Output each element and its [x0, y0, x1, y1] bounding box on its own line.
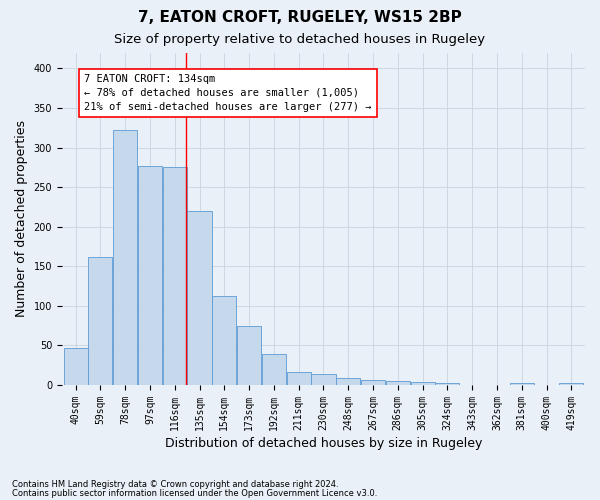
Bar [436, 382, 460, 385]
Bar [311, 374, 335, 385]
Bar [113, 130, 137, 385]
Text: 7, EATON CROFT, RUGELEY, WS15 2BP: 7, EATON CROFT, RUGELEY, WS15 2BP [138, 10, 462, 25]
Bar [187, 211, 212, 385]
Text: 7 EATON CROFT: 134sqm
← 78% of detached houses are smaller (1,005)
21% of semi-d: 7 EATON CROFT: 134sqm ← 78% of detached … [84, 74, 371, 112]
Bar [262, 354, 286, 385]
Text: Size of property relative to detached houses in Rugeley: Size of property relative to detached ho… [115, 32, 485, 46]
Bar [64, 348, 88, 385]
Text: Contains public sector information licensed under the Open Government Licence v3: Contains public sector information licen… [12, 488, 377, 498]
X-axis label: Distribution of detached houses by size in Rugeley: Distribution of detached houses by size … [165, 437, 482, 450]
Bar [138, 166, 162, 385]
Bar [361, 380, 385, 385]
Bar [386, 381, 410, 385]
Bar [509, 382, 534, 385]
Bar [237, 326, 261, 385]
Bar [336, 378, 361, 385]
Bar [163, 168, 187, 385]
Text: Contains HM Land Registry data © Crown copyright and database right 2024.: Contains HM Land Registry data © Crown c… [12, 480, 338, 489]
Bar [88, 257, 112, 385]
Bar [212, 296, 236, 385]
Y-axis label: Number of detached properties: Number of detached properties [15, 120, 28, 318]
Bar [410, 382, 434, 385]
Bar [559, 384, 583, 385]
Bar [287, 372, 311, 385]
